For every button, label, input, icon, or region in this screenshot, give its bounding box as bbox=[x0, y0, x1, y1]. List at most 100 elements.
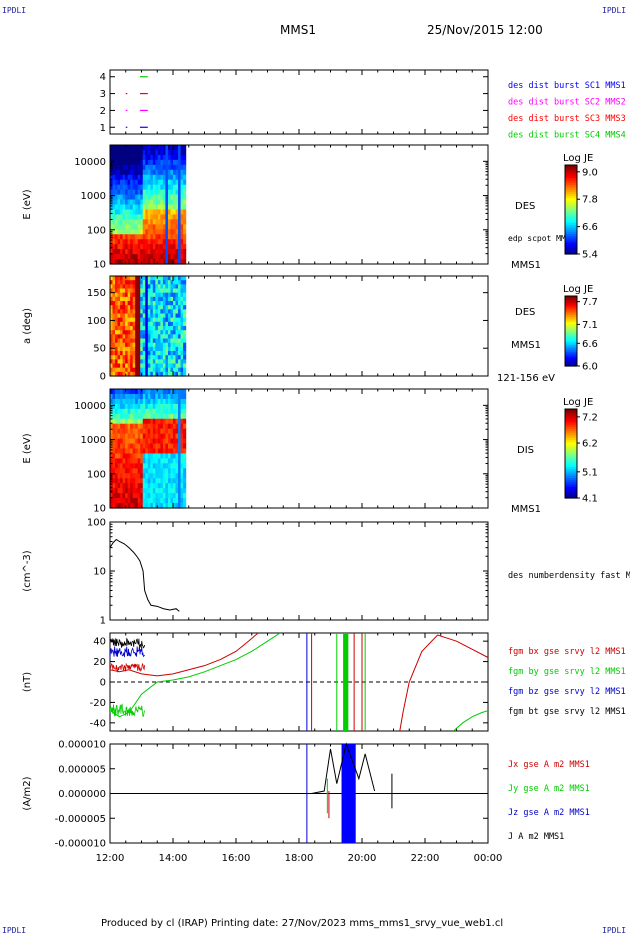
des-pitch-panel-cell bbox=[180, 342, 184, 348]
des-energy-panel-cell bbox=[137, 199, 141, 206]
des-pitch-panel-cell bbox=[132, 367, 136, 373]
des-pitch-panel-cell bbox=[170, 280, 174, 285]
dis-energy-panel-cell bbox=[162, 393, 167, 400]
des-energy-panel-cell bbox=[132, 254, 136, 260]
dis-energy-panel-cell bbox=[130, 448, 134, 455]
dis-energy-panel-cell bbox=[150, 453, 154, 460]
des-energy-panel-cell bbox=[170, 209, 174, 216]
des-energy-panel-cell bbox=[115, 149, 119, 156]
dis-energy-panel-cell bbox=[130, 418, 134, 425]
des-pitch-panel-cell bbox=[122, 296, 126, 302]
dis-energy-panel-cell bbox=[178, 448, 182, 455]
des-pitch-panel-cell bbox=[150, 321, 154, 327]
des-pitch-panel-cell bbox=[173, 309, 177, 315]
des-energy-panel-cell bbox=[173, 249, 177, 255]
des-pitch-panel-cell bbox=[145, 330, 149, 335]
dis-energy-panel-cell bbox=[183, 393, 187, 400]
des-energy-panel-cell bbox=[125, 244, 129, 250]
des-pitch-panel-colorbar-swatch bbox=[565, 357, 577, 360]
dis-energy-panel-cell bbox=[127, 443, 131, 450]
des-pitch-panel-cell bbox=[147, 342, 151, 348]
dis-energy-panel-cell bbox=[110, 463, 114, 469]
dis-energy-panel-cell bbox=[125, 443, 129, 450]
des-pitch-panel-cell bbox=[162, 280, 167, 285]
des-energy-panel-cell bbox=[122, 154, 126, 161]
des-pitch-panel-cell bbox=[135, 284, 139, 290]
time-axis-tick-label: 18:00 bbox=[285, 853, 314, 864]
des-pitch-panel-cell bbox=[142, 301, 146, 306]
des-energy-panel-colorbar-swatch bbox=[565, 191, 577, 195]
des-energy-panel-cell bbox=[130, 259, 134, 265]
dis-energy-panel-cell bbox=[150, 478, 154, 484]
des-pitch-panel-cell bbox=[110, 334, 114, 340]
des-energy-panel-cell bbox=[170, 169, 174, 176]
des-energy-panel-cell bbox=[178, 145, 182, 151]
des-pitch-panel-cell bbox=[137, 363, 141, 369]
des-pitch-panel-cell bbox=[137, 288, 141, 294]
dis-energy-panel-cell bbox=[145, 403, 149, 410]
des-energy-panel-cell bbox=[117, 229, 121, 235]
des-pitch-panel-cell bbox=[130, 351, 134, 356]
des-energy-panel-cell bbox=[167, 149, 172, 156]
des-energy-panel-cell bbox=[117, 145, 121, 151]
des-energy-panel-cell bbox=[142, 164, 146, 171]
des-pitch-panel-cell bbox=[120, 280, 124, 285]
dis-energy-panel-cell bbox=[157, 448, 161, 455]
dis-energy-panel-cell bbox=[140, 418, 144, 425]
dis-energy-panel-cell bbox=[135, 413, 139, 420]
des-energy-panel-cell bbox=[157, 169, 161, 176]
des-energy-panel-cell bbox=[167, 229, 172, 235]
des-energy-panel-cell bbox=[175, 209, 179, 216]
des-energy-panel-cell bbox=[180, 254, 184, 260]
des-energy-panel-cell bbox=[157, 204, 161, 211]
des-pitch-panel-cell bbox=[155, 313, 159, 319]
des-pitch-panel-cell bbox=[115, 371, 119, 377]
dis-energy-panel-cell bbox=[115, 458, 119, 464]
dis-energy-panel-cell bbox=[183, 423, 187, 430]
dis-energy-panel-cell bbox=[142, 403, 146, 410]
dis-energy-panel-cell bbox=[150, 483, 154, 489]
des-pitch-panel-cell bbox=[150, 280, 154, 285]
des-pitch-panel-cell bbox=[173, 342, 177, 348]
dis-energy-panel-cell bbox=[175, 423, 179, 430]
des-energy-panel-cell bbox=[155, 199, 159, 206]
dis-energy-panel-cell bbox=[117, 498, 121, 504]
des-pitch-panel-cell bbox=[165, 276, 169, 281]
dis-energy-panel-cell bbox=[127, 438, 131, 445]
des-pitch-panel-cell bbox=[132, 371, 136, 377]
des-energy-panel-cell bbox=[165, 219, 169, 225]
des-pitch-panel-cell bbox=[115, 276, 119, 281]
dis-energy-panel-cell bbox=[117, 423, 121, 430]
dis-energy-panel-cell bbox=[147, 473, 151, 479]
des-energy-panel-cell bbox=[157, 214, 161, 220]
dis-energy-panel-y-tick-label: 10000 bbox=[74, 401, 106, 412]
des-energy-panel-cell bbox=[155, 239, 159, 245]
dis-energy-panel-cell bbox=[132, 393, 136, 400]
dis-energy-panel-cell bbox=[132, 488, 136, 494]
dis-energy-panel-cell bbox=[142, 398, 146, 405]
des-energy-panel-cell bbox=[175, 254, 179, 260]
des-pitch-panel-cell bbox=[162, 305, 167, 310]
des-pitch-panel-cell bbox=[137, 301, 141, 306]
dis-energy-panel-cell bbox=[175, 413, 179, 420]
des-energy-panel-cell bbox=[145, 244, 149, 250]
des-energy-panel-cell bbox=[142, 249, 146, 255]
des-energy-panel-cell bbox=[130, 189, 134, 196]
dis-energy-panel-cell bbox=[117, 418, 121, 425]
dis-energy-panel-cell bbox=[178, 438, 182, 445]
dis-energy-panel-cell bbox=[130, 478, 134, 484]
des-pitch-panel-cell bbox=[122, 317, 126, 323]
des-energy-panel-cell bbox=[157, 194, 161, 201]
des-pitch-panel-cell bbox=[167, 284, 172, 290]
des-energy-panel-cell bbox=[112, 239, 116, 245]
des-pitch-panel-cell bbox=[167, 321, 172, 327]
des-energy-panel-cell bbox=[112, 179, 116, 186]
des-energy-panel-cell bbox=[120, 234, 124, 240]
des-energy-panel-cell bbox=[115, 159, 119, 166]
dis-energy-panel-cell bbox=[162, 448, 167, 455]
des-energy-panel-cell bbox=[117, 244, 121, 250]
dis-energy-panel-cell bbox=[167, 468, 172, 474]
des-pitch-panel-cell bbox=[150, 355, 154, 360]
des-pitch-panel-cell bbox=[147, 363, 151, 369]
dis-energy-panel-colorbar-tick-label: 5.1 bbox=[582, 467, 598, 478]
